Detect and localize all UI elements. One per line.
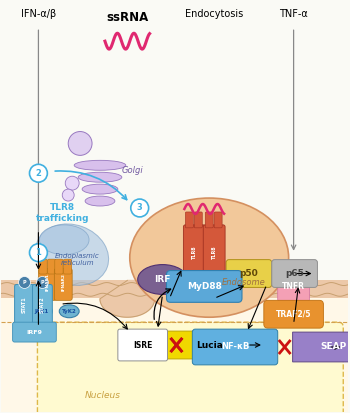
Ellipse shape (30, 304, 52, 318)
FancyBboxPatch shape (278, 280, 309, 301)
Text: IRF: IRF (154, 275, 171, 284)
Text: Golgi: Golgi (122, 166, 144, 175)
Ellipse shape (82, 184, 118, 194)
Circle shape (36, 276, 48, 288)
Text: MyD88: MyD88 (187, 282, 222, 291)
Ellipse shape (130, 198, 289, 317)
FancyBboxPatch shape (193, 329, 278, 365)
Ellipse shape (138, 265, 187, 294)
Text: Lucia: Lucia (196, 340, 223, 349)
FancyBboxPatch shape (39, 259, 47, 274)
Text: 1: 1 (35, 248, 41, 257)
Text: Endosome: Endosome (222, 278, 266, 287)
FancyBboxPatch shape (13, 322, 56, 342)
Circle shape (29, 244, 47, 261)
FancyBboxPatch shape (37, 322, 343, 413)
Text: TLR8: TLR8 (192, 246, 197, 259)
FancyArrow shape (120, 331, 244, 359)
Ellipse shape (36, 224, 108, 285)
FancyBboxPatch shape (33, 285, 52, 324)
Text: 3: 3 (137, 204, 142, 213)
FancyBboxPatch shape (15, 285, 34, 324)
FancyBboxPatch shape (226, 260, 272, 287)
Text: IFNAR1: IFNAR1 (46, 273, 49, 292)
Text: NF-κB: NF-κB (221, 342, 249, 351)
Text: p65: p65 (285, 269, 304, 278)
Ellipse shape (59, 305, 79, 318)
Circle shape (131, 199, 149, 217)
Bar (1, 280, 348, 411)
FancyBboxPatch shape (203, 225, 225, 276)
Circle shape (29, 164, 47, 182)
Text: STAT2: STAT2 (40, 296, 45, 313)
Ellipse shape (74, 160, 126, 170)
Ellipse shape (40, 225, 89, 255)
Text: STAT1: STAT1 (22, 296, 27, 313)
FancyBboxPatch shape (194, 212, 202, 228)
Text: IRF9: IRF9 (27, 330, 42, 335)
Text: JAK1: JAK1 (34, 309, 49, 314)
Text: IFN-α/β: IFN-α/β (21, 9, 56, 19)
Text: TNF-α: TNF-α (279, 9, 308, 19)
Text: P: P (41, 280, 44, 285)
Text: 2: 2 (35, 169, 41, 178)
Text: Endoplasmic
reticulum: Endoplasmic reticulum (55, 253, 99, 266)
Text: p50: p50 (239, 269, 258, 278)
Text: ssRNA: ssRNA (107, 12, 149, 24)
Bar (1, 2, 348, 280)
Text: TLR8: TLR8 (212, 246, 217, 259)
FancyBboxPatch shape (63, 259, 72, 274)
FancyBboxPatch shape (38, 268, 56, 300)
Circle shape (62, 189, 74, 201)
FancyBboxPatch shape (55, 259, 63, 274)
FancyBboxPatch shape (272, 260, 317, 287)
FancyBboxPatch shape (48, 259, 56, 274)
FancyBboxPatch shape (289, 268, 301, 284)
Text: ISRE: ISRE (133, 340, 152, 349)
FancyBboxPatch shape (54, 268, 72, 300)
FancyBboxPatch shape (264, 300, 323, 328)
FancyBboxPatch shape (186, 212, 193, 228)
Bar (1, 280, 348, 298)
FancyBboxPatch shape (214, 212, 222, 228)
Text: TRAF2/5: TRAF2/5 (276, 310, 312, 319)
Ellipse shape (78, 172, 122, 182)
Text: Nucleus: Nucleus (85, 391, 121, 400)
FancyBboxPatch shape (167, 271, 242, 302)
FancyArrow shape (293, 332, 350, 362)
Text: SEAP: SEAP (321, 342, 347, 351)
Text: TNFR: TNFR (282, 282, 305, 291)
Text: TyK2: TyK2 (62, 309, 77, 314)
Circle shape (65, 176, 79, 190)
Text: IFNAR2: IFNAR2 (61, 273, 65, 292)
Text: TLR8
trafficking: TLR8 trafficking (35, 203, 89, 223)
Circle shape (19, 276, 30, 288)
FancyBboxPatch shape (183, 225, 205, 276)
FancyBboxPatch shape (118, 329, 168, 361)
Ellipse shape (85, 196, 115, 206)
Circle shape (68, 131, 92, 155)
Text: P: P (23, 280, 26, 285)
Polygon shape (100, 280, 182, 317)
FancyBboxPatch shape (205, 212, 213, 228)
FancyBboxPatch shape (286, 268, 298, 284)
Text: Endocytosis: Endocytosis (185, 9, 243, 19)
